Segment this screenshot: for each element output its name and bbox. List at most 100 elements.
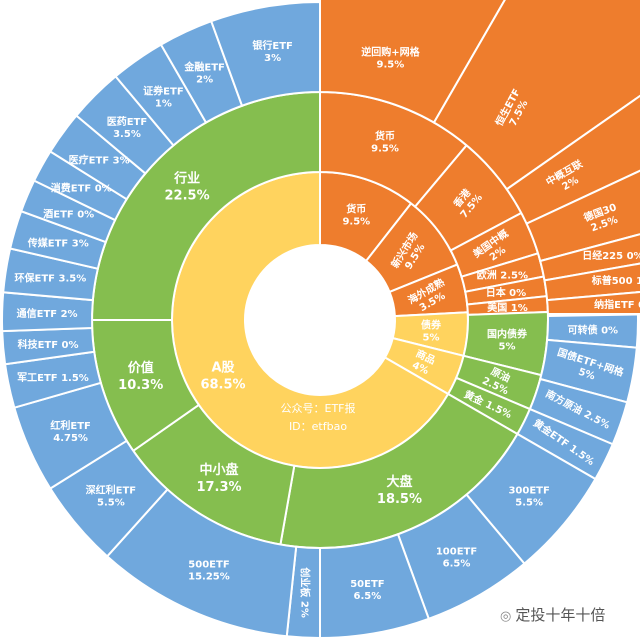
segment-value: 3%: [264, 53, 281, 64]
segment-label: 可转债 0%: [568, 324, 618, 337]
segment-label: 证券ETF 1%: [143, 84, 183, 109]
segment-label-text: 欧洲 2.5%: [477, 269, 528, 282]
segment-value: 6.5%: [443, 558, 471, 569]
segment-name: 医药ETF: [107, 115, 147, 128]
segment-name: 金融ETF: [183, 61, 224, 74]
segment-label: 通信ETF 2%: [17, 307, 78, 320]
segment-label-text: 传媒ETF 3%: [27, 236, 89, 249]
segment-label: 日经225 0%: [582, 249, 640, 262]
segment-label-text: 创业板 2%: [299, 566, 312, 617]
segment-label-text: 科技ETF 0%: [18, 338, 79, 351]
sunburst-segment-恒生ETF: [432, 0, 640, 191]
segment-label: 金融ETF 2%: [183, 61, 224, 86]
segment-label: 中小盘 17.3%: [196, 462, 241, 495]
segment-value: 9.5%: [371, 143, 399, 154]
segment-label: 日本 0%: [486, 286, 526, 299]
segment-label: 美国 1%: [487, 301, 527, 314]
segment-label: 酒ETF 0%: [43, 207, 94, 220]
segment-name: 逆回购+网格: [361, 45, 420, 58]
segment-name: 300ETF: [508, 485, 549, 496]
segment-label-text: 纳指ETF 0%: [594, 298, 640, 311]
segment-value: 68.5%: [200, 378, 245, 393]
segment-label: 消费ETF 0%: [51, 182, 112, 195]
segment-label-text: 标普500 1%: [591, 274, 640, 287]
segment-label: 行业 22.5%: [165, 171, 210, 204]
segment-value: 9.5%: [377, 59, 405, 70]
segment-label-text: 日经225 0%: [582, 249, 640, 262]
segment-label: 货币 9.5%: [342, 203, 370, 228]
center-hole: [245, 245, 395, 395]
segment-label-text: 酒ETF 0%: [43, 207, 94, 220]
segment-value: 1%: [155, 98, 172, 109]
segment-label: A股 68.5%: [200, 361, 245, 393]
segment-value: 4.75%: [53, 433, 88, 444]
segment-label: 医疗ETF 3%: [69, 154, 130, 167]
segment-value: 6.5%: [354, 591, 382, 602]
segment-label: 深红利ETF 5.5%: [86, 483, 136, 508]
segment-label: 环保ETF 3.5%: [15, 271, 87, 284]
sunburst-segment-纳指ETF: [546, 290, 640, 313]
segment-value: 5%: [422, 333, 439, 344]
segment-label: 300ETF 5.5%: [508, 485, 549, 508]
segment-name: 中小盘: [199, 462, 238, 478]
segment-label: 500ETF 15.25%: [188, 559, 230, 582]
segment-label: 纳指ETF 0%: [594, 298, 640, 311]
segment-value: 18.5%: [377, 492, 422, 507]
segment-name: 红利ETF: [50, 419, 90, 432]
segment-label-text: 环保ETF 3.5%: [15, 271, 87, 284]
segment-label: 银行ETF 3%: [252, 39, 292, 64]
segment-value: 17.3%: [196, 480, 241, 495]
wechat-icon: ◎: [500, 609, 512, 624]
segment-label: 价值 10.3%: [118, 360, 163, 393]
segment-label-text: 通信ETF 2%: [17, 307, 78, 320]
segment-label-text: 消费ETF 0%: [51, 182, 112, 195]
segment-value: 2%: [196, 75, 213, 86]
segment-name: 深红利ETF: [86, 483, 136, 496]
segment-label-text: 美国 1%: [487, 301, 527, 314]
segment-value: 5%: [577, 367, 597, 383]
segment-name: 货币: [346, 203, 366, 216]
segment-value: 10.3%: [118, 378, 163, 393]
segment-value: 9.5%: [342, 217, 370, 228]
segment-name: 债券: [421, 319, 442, 332]
segment-value: 5%: [498, 342, 515, 353]
center-text-line-1: 公众号：ETF报: [281, 401, 356, 415]
segment-label: 科技ETF 0%: [18, 338, 79, 351]
segment-label: 传媒ETF 3%: [27, 236, 89, 249]
segment-label-text: 医疗ETF 3%: [69, 154, 130, 167]
segment-value: 22.5%: [165, 189, 210, 204]
segment-label-text: 可转债 0%: [568, 324, 618, 337]
segment-label: 医药ETF 3.5%: [107, 115, 147, 140]
segment-name: 500ETF: [188, 559, 229, 570]
segment-name: 货币: [375, 129, 395, 142]
segment-name: 行业: [173, 171, 200, 187]
segment-label: 红利ETF 4.75%: [50, 419, 90, 444]
segment-label-text: 军工ETF 1.5%: [17, 372, 89, 384]
segment-label: 逆回购+网格 9.5%: [361, 45, 420, 70]
segment-value: 3.5%: [113, 129, 141, 140]
segment-name: 100ETF: [436, 546, 477, 557]
watermark-text: 定投十年十倍: [515, 606, 606, 624]
segment-value: 5.5%: [515, 497, 543, 508]
segment-name: 大盘: [386, 474, 412, 490]
segment-label: 100ETF 6.5%: [436, 546, 477, 569]
segment-name: 价值: [128, 360, 154, 376]
sunburst-segment-逆回购+网格: [320, 0, 506, 124]
segment-label: 创业板 2%: [299, 566, 312, 617]
sunburst-segment-德国30: [525, 169, 640, 263]
segment-label: 军工ETF 1.5%: [17, 372, 89, 384]
segment-label: 货币 9.5%: [371, 129, 399, 154]
segment-name: A股: [211, 361, 234, 376]
segment-value: 15.25%: [188, 571, 230, 582]
segment-label: 50ETF 6.5%: [350, 579, 384, 602]
segment-label: 国内债券 5%: [487, 328, 528, 353]
sunburst-segment-银行ETF: [209, 0, 321, 108]
segment-label: 欧洲 2.5%: [477, 269, 528, 282]
segment-label: 大盘 18.5%: [377, 474, 422, 507]
segment-name: 国内债券: [487, 328, 528, 341]
watermark: ◎ 定投十年十倍: [500, 604, 605, 625]
segment-name: 银行ETF: [252, 39, 292, 52]
segment-name: 证券ETF: [143, 84, 183, 97]
segment-label: 标普500 1%: [591, 274, 640, 287]
